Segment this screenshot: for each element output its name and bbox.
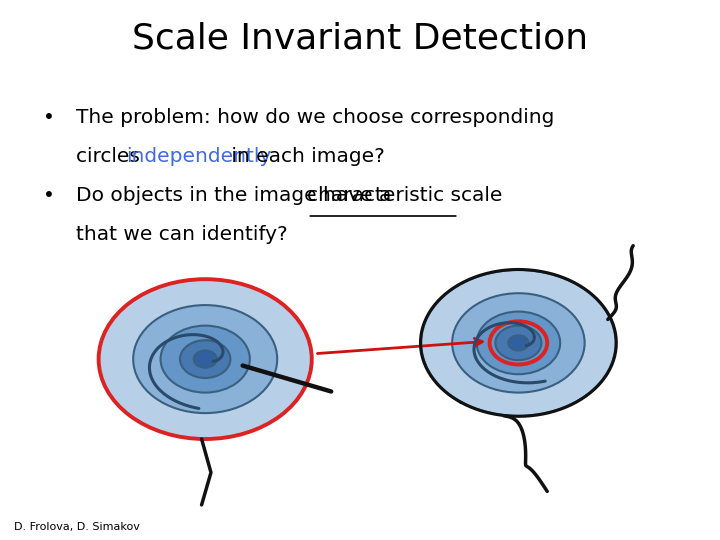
Text: Do objects in the image have a: Do objects in the image have a [76, 186, 397, 205]
Circle shape [99, 279, 312, 439]
Circle shape [133, 305, 277, 413]
Circle shape [194, 350, 217, 368]
Text: The problem: how do we choose corresponding: The problem: how do we choose correspond… [76, 108, 554, 127]
Text: Scale Invariant Detection: Scale Invariant Detection [132, 22, 588, 56]
Circle shape [421, 270, 616, 416]
Text: circles: circles [76, 147, 146, 166]
Circle shape [452, 293, 585, 393]
Circle shape [180, 340, 230, 378]
Circle shape [495, 326, 541, 360]
Circle shape [477, 312, 560, 374]
Text: independently: independently [126, 147, 271, 166]
Text: characteristic scale: characteristic scale [307, 186, 503, 205]
Circle shape [508, 335, 528, 350]
Circle shape [161, 326, 250, 393]
Text: •: • [43, 108, 55, 127]
Text: D. Frolova, D. Simakov: D. Frolova, D. Simakov [14, 522, 140, 532]
Text: that we can identify?: that we can identify? [76, 225, 287, 244]
Text: in each image?: in each image? [225, 147, 385, 166]
Text: •: • [43, 186, 55, 205]
